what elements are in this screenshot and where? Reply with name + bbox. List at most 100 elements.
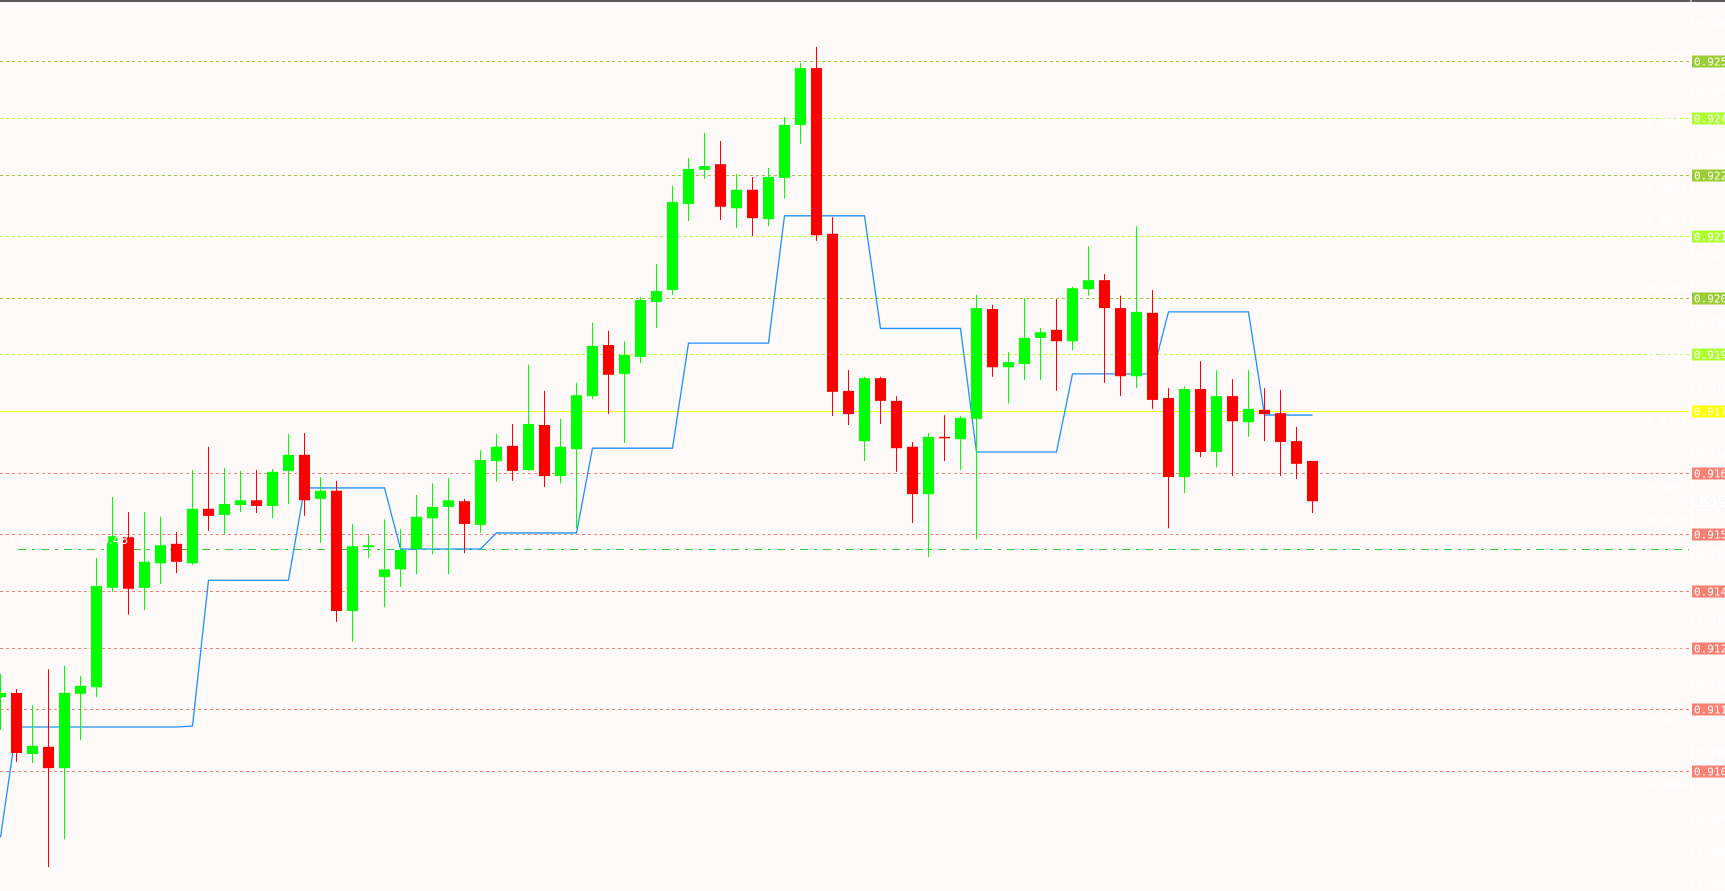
candle-body	[763, 176, 774, 220]
candle	[475, 450, 486, 533]
candle	[827, 217, 838, 417]
y-tick-label: 0.9211	[1696, 249, 1725, 262]
candle-body	[859, 378, 870, 442]
candle-body	[43, 746, 54, 769]
candle-body	[651, 291, 662, 302]
candle	[1211, 370, 1222, 468]
candle-body	[971, 308, 982, 419]
price-levels	[0, 61, 1689, 772]
price-level-label-bg	[1692, 169, 1725, 182]
candle	[1243, 370, 1254, 437]
price-level-label: 0.9152	[1694, 529, 1725, 542]
candle	[779, 116, 790, 199]
candle-body	[715, 164, 726, 207]
candle	[1307, 460, 1318, 514]
price-level-label-bg	[1692, 765, 1725, 778]
price-level-label: 0.9128	[1694, 643, 1725, 656]
candle	[1291, 426, 1302, 479]
candle-body	[539, 425, 550, 477]
candle	[491, 433, 502, 482]
candle-body	[555, 446, 566, 477]
candle	[27, 705, 38, 763]
candle-body	[155, 545, 166, 564]
candle-body	[107, 536, 118, 588]
candle	[875, 376, 886, 425]
price-level-label-bg	[1692, 405, 1725, 418]
y-tick-label: 0.9218	[1647, 216, 1687, 229]
candle-body	[459, 501, 470, 524]
candle-body	[1131, 311, 1142, 377]
candle	[955, 416, 966, 470]
candle	[395, 529, 406, 587]
y-tick-label: 0.9260	[1696, 17, 1725, 30]
price-level-label-bg	[1692, 55, 1725, 68]
candle-body	[987, 309, 998, 368]
candle	[923, 433, 934, 558]
y-tick-label: 0.9169	[1696, 448, 1725, 461]
y-tick-label: 0.9183	[1696, 382, 1725, 395]
candle	[331, 480, 342, 622]
candle	[795, 62, 806, 144]
price-level-label: 0.9190	[1694, 349, 1725, 362]
price-level-label-bg	[1692, 528, 1725, 541]
price-level-label: 0.9215	[1694, 231, 1725, 244]
candle	[747, 176, 758, 237]
y-tick-label: 0.9176	[1647, 415, 1687, 428]
indicator-line	[0, 215, 1313, 838]
y-tick-label: 0.9239	[1647, 117, 1687, 130]
price-level-label-bg	[1692, 642, 1725, 655]
candle-body	[667, 202, 678, 291]
candle-body	[475, 460, 486, 525]
candle-body	[299, 454, 310, 501]
candle	[667, 185, 678, 295]
candle	[635, 297, 646, 363]
candle-body	[1291, 441, 1302, 464]
candle	[987, 304, 998, 377]
candle	[507, 424, 518, 481]
candle-body	[779, 124, 790, 178]
candle-body	[171, 543, 182, 562]
y-tick-label: 0.9134	[1696, 614, 1725, 627]
candle-body	[731, 189, 742, 209]
candle-body	[955, 417, 966, 440]
y-tick-label: 0.9253	[1647, 50, 1687, 63]
price-level-label: 0.9252	[1694, 56, 1725, 69]
candle-body	[1179, 389, 1190, 478]
candle-body	[443, 500, 454, 507]
y-tick-label: 0.9190	[1647, 348, 1687, 361]
candle	[443, 478, 454, 575]
candle-body	[1067, 288, 1078, 342]
candle	[11, 689, 22, 763]
candle	[1019, 298, 1030, 381]
candle	[315, 477, 326, 543]
candle	[187, 469, 198, 566]
candle	[1275, 389, 1286, 477]
candle	[1067, 286, 1078, 351]
window-top-border	[0, 0, 1725, 2]
price-level-label-bg	[1692, 703, 1725, 716]
candle-body	[507, 445, 518, 471]
candle-body	[907, 446, 918, 495]
candle	[715, 141, 726, 221]
candle-body	[1227, 396, 1238, 422]
order-label: #2217528 buy 0.48	[8, 533, 129, 547]
candle-body	[683, 168, 694, 204]
candle	[43, 669, 54, 868]
candle-body	[187, 508, 198, 564]
candle-body	[363, 545, 374, 548]
candle	[571, 382, 582, 529]
candle-body	[939, 436, 950, 439]
price-level-label: 0.9228	[1694, 170, 1725, 183]
price-level-label: 0.9102	[1694, 766, 1725, 779]
candle-body	[395, 549, 406, 570]
candle	[811, 46, 822, 241]
candle	[59, 665, 70, 840]
y-tick-label: 0.9162	[1647, 481, 1687, 494]
candle-body	[523, 424, 534, 470]
candle	[907, 442, 918, 523]
candle-body	[411, 516, 422, 550]
y-tick-label: 0.9106	[1696, 746, 1725, 759]
